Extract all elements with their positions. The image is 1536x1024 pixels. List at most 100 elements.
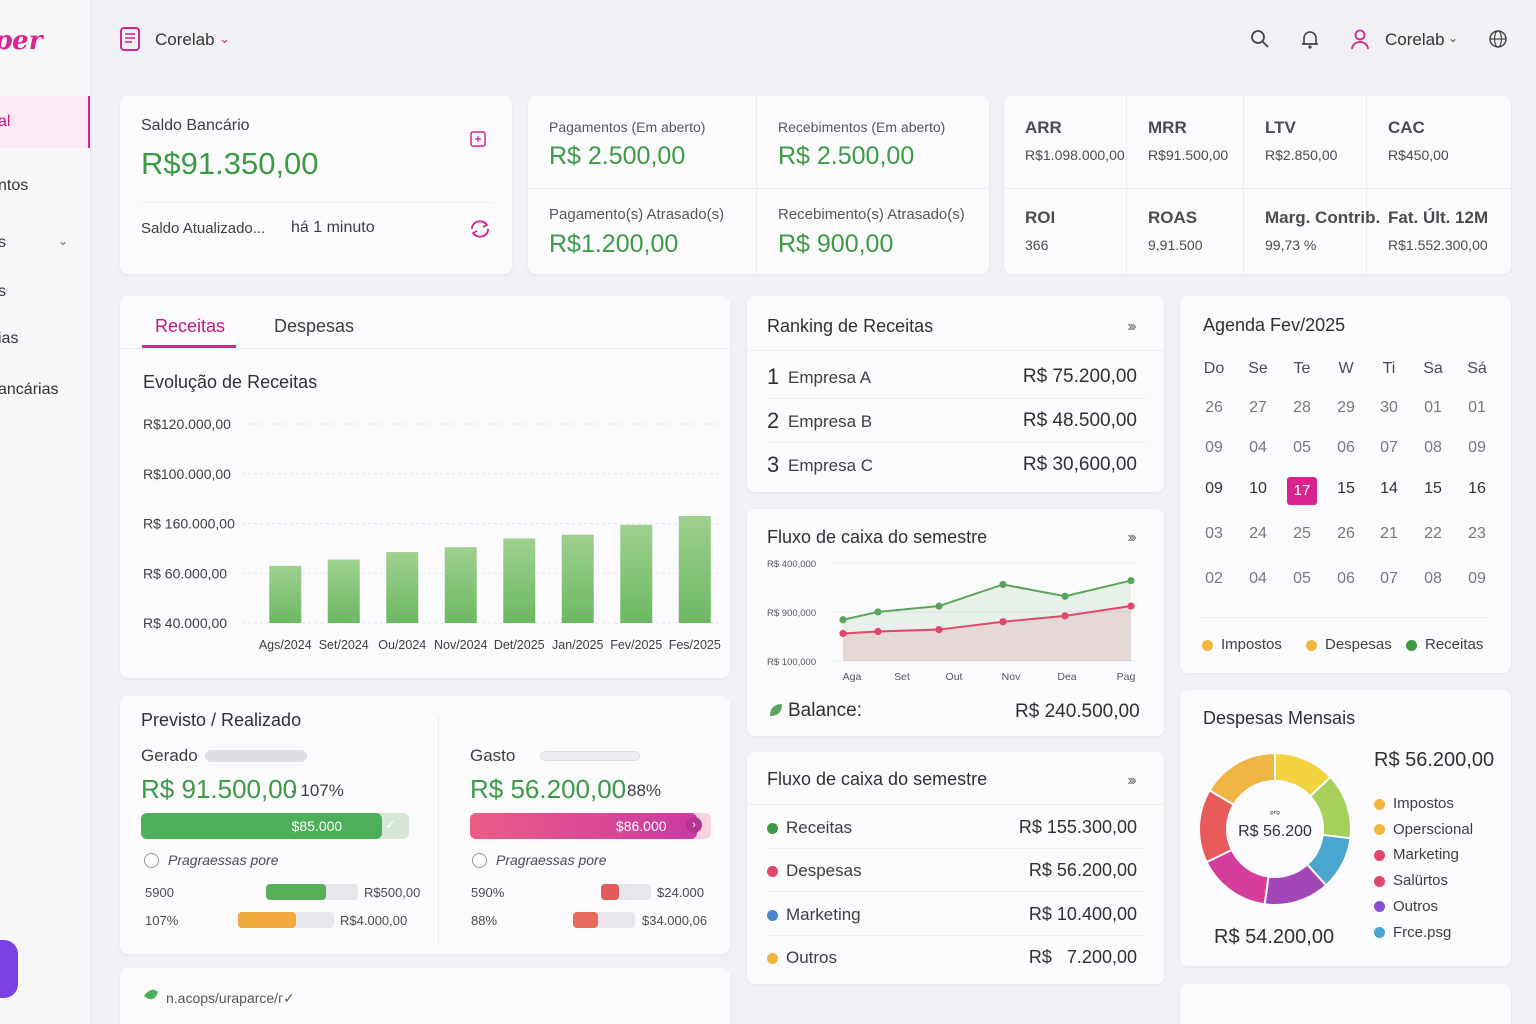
calendar-day[interactable]: 03 [1205,525,1223,542]
calendar-day[interactable]: 09 [1205,480,1223,497]
calendar-day[interactable]: 10 [1249,480,1267,497]
series-line [842,605,1132,635]
rec-atrasado-value: R$ 900,00 [778,230,894,258]
calendar-day[interactable]: 28 [1293,399,1311,416]
calendar-day[interactable]: 06 [1337,570,1355,587]
calendar-day[interactable]: 16 [1468,480,1486,497]
calendar-day[interactable]: 07 [1380,570,1398,587]
dot-icon [767,866,778,878]
calendar-day[interactable]: 06 [1337,439,1355,456]
fluxo-row-marketing[interactable]: Marketing R$ 10.400,00 [767,893,1143,935]
search-icon[interactable] [1249,28,1271,50]
calendar-day[interactable]: 01 [1468,399,1486,416]
chevron-down-icon[interactable]: ⌄ [1448,31,1459,45]
chat-bubble-button[interactable] [0,940,18,998]
legend-despesas: Despesas [1306,636,1392,653]
chevrons-right-icon[interactable]: ››› [1127,529,1137,546]
x-tick-label: Jan/2025 [552,638,603,652]
chevron-down-icon[interactable]: ⌄ [58,234,69,248]
pag-aberto-label: Pagamentos (Em aberto) [549,119,706,135]
calendar-day[interactable]: 29 [1337,399,1355,416]
radio-icon[interactable] [472,853,487,868]
calendar-day[interactable]: 27 [1249,399,1267,416]
tab-receitas[interactable]: Receitas [155,316,226,336]
radio-icon[interactable] [144,853,159,868]
tab-despesas[interactable]: Despesas [274,316,355,336]
calendar-day[interactable]: 21 [1380,525,1398,542]
calendar-day[interactable]: 04 [1249,439,1267,456]
sidebar-item-lancamentos[interactable]: ntos [0,177,29,194]
calendar-day[interactable]: 09 [1468,439,1486,456]
company-selector[interactable]: Corelab [155,30,215,49]
app-logo: per [0,26,43,56]
calendar-day[interactable]: 24 [1249,525,1267,542]
calendar-day[interactable]: 30 [1380,399,1398,416]
user-menu[interactable]: Corelab [1385,30,1445,49]
donut-slice [1208,751,1276,806]
ranking-row[interactable]: 3 Empresa C R$ 30,600,00 [767,442,1147,486]
calendar-day[interactable]: 23 [1468,525,1486,542]
chevron-down-icon[interactable]: ⌄ [219,31,230,46]
calendar-day[interactable]: 04 [1249,570,1267,587]
ranking-row[interactable]: 1 Empresa A R$ 75.200,00 [767,354,1147,398]
sidebar-item-contas-bancarias[interactable]: ancárias [0,381,59,398]
ranking-row[interactable]: 2 Empresa B R$ 48.500,00 [767,398,1147,442]
calendar-day[interactable]: 05 [1293,439,1311,456]
calendar-day[interactable]: 26 [1337,525,1355,542]
calendar-day[interactable]: 09 [1205,439,1223,456]
bell-icon[interactable] [1299,28,1321,50]
open-items-card: Pagamentos (Em aberto) R$ 2.500,00 Receb… [528,96,989,274]
ranking-pos: 2 [767,408,780,433]
y-tick-label: R$ 160.000,00 [143,516,235,532]
globe-icon[interactable] [1487,28,1509,50]
chevrons-right-icon[interactable]: ››› [1127,318,1137,335]
right-row-fill [573,912,598,928]
kpi-arr-value: R$1.098.000,00 [1025,147,1125,163]
calendar-day[interactable]: 07 [1380,439,1398,456]
x-tick-label: Nov [1002,671,1021,683]
calendar-day[interactable]: 08 [1424,570,1442,587]
right-row-b: $34.000,06 [642,913,708,928]
series-point [1061,592,1069,600]
kpi-fat-value: R$1.552.300,00 [1388,237,1488,253]
sidebar-item-geral[interactable]: al [0,113,11,130]
footer-text[interactable]: n.acops/uraparce/ᴦ✓ [166,990,295,1006]
calendar-day[interactable]: 05 [1293,570,1311,587]
calendar-day[interactable]: 14 [1380,480,1398,497]
kpi-roi-label: ROI [1025,208,1056,227]
sidebar-item-categorias[interactable]: ias [0,330,19,347]
calendar-day[interactable]: 02 [1205,570,1223,587]
calendar-day[interactable]: 15 [1337,480,1355,497]
fluxo-line-chart: R$ 400,000 R$ 900,000 R$ 100,000 Aga Set Out N… [767,559,1137,683]
donut-center-label: R$ 56.200 [1238,823,1312,840]
calendar-day[interactable]: 08 [1424,439,1442,456]
rec-aberto-value: R$ 2.500,00 [778,142,915,170]
series-point [874,608,882,616]
sidebar-item-cadastros[interactable]: s [0,234,6,252]
calendar-day[interactable]: 15 [1424,480,1442,497]
fluxo-row-outros[interactable]: Outros R$ 7.200,00 [767,936,1143,978]
gerado-label: Gerado [141,746,198,765]
calendar-day[interactable]: 17 [1287,477,1317,505]
calendar-day[interactable]: 09 [1468,570,1486,587]
calendar-day[interactable]: 01 [1424,399,1442,416]
series-point [999,580,1007,589]
chevrons-right-icon[interactable]: ››› [1127,772,1137,789]
kpi-cac-label: CAC [1388,118,1425,137]
fluxo-row-despesas[interactable]: Despesas R$ 56.200,00 [767,849,1143,891]
calendar-icon[interactable] [469,130,487,148]
x-tick-label: Pag [1117,671,1136,683]
series-area [843,606,1131,661]
kpi-mrr-label: MRR [1148,118,1187,137]
despesas-bottom-value: R$ 54.200,00 [1214,926,1335,948]
fluxo-chart-card: Fluxo de caixa do semestre ››› R$ 400,00… [747,509,1164,736]
user-icon[interactable] [1349,28,1371,50]
kpi-roas-label: ROAS [1148,208,1198,227]
sidebar-item-relatorios[interactable]: s [0,283,6,301]
chevron-right-icon[interactable]: › [686,817,702,833]
calendar-day[interactable]: 22 [1424,525,1442,542]
refresh-icon[interactable] [469,219,491,239]
calendar-day[interactable]: 25 [1293,525,1311,542]
calendar-day[interactable]: 26 [1205,399,1223,416]
fluxo-row-receitas[interactable]: Receitas R$ 155.300,00 [767,806,1143,848]
